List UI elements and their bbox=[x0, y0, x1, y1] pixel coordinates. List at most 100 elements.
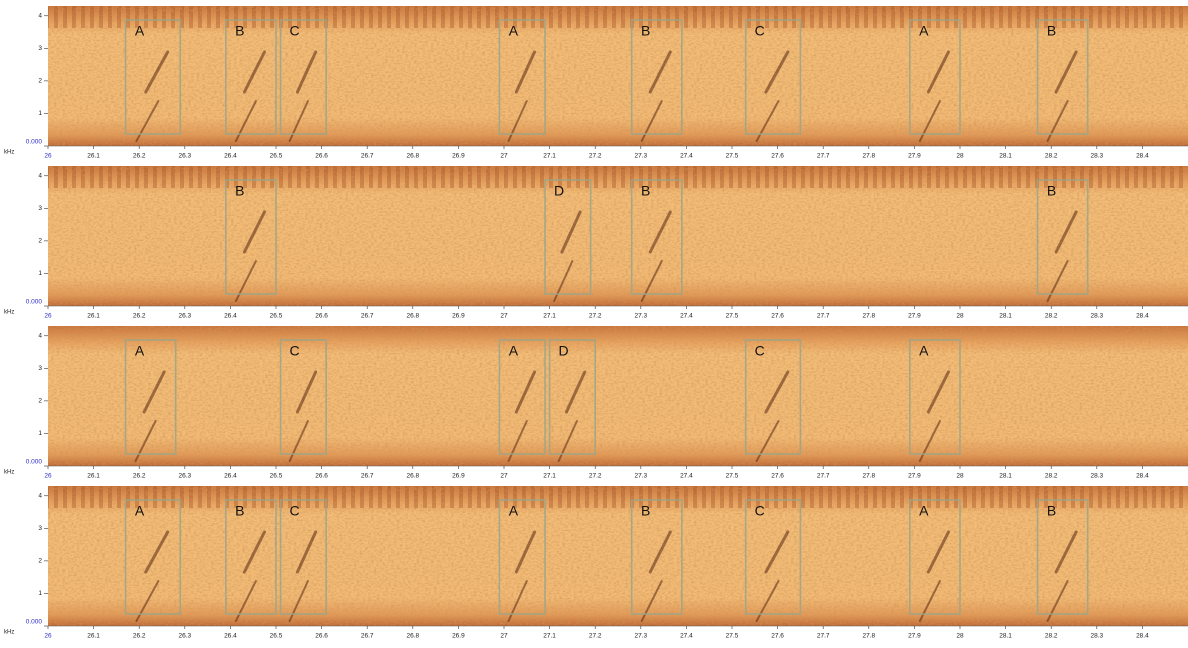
y-tick-label: 1 bbox=[38, 270, 42, 277]
segment-box bbox=[909, 19, 961, 135]
x-tick-label: 28.4 bbox=[1136, 153, 1149, 160]
x-tick-label: 27.6 bbox=[771, 633, 784, 640]
call-trace bbox=[295, 370, 318, 414]
y-tick-label: 0.000 bbox=[26, 459, 43, 466]
x-tick-label: 26.8 bbox=[406, 633, 419, 640]
x-tick-label: 26.3 bbox=[178, 153, 191, 160]
segment-label: A bbox=[509, 23, 519, 39]
segment-label: B bbox=[641, 503, 650, 519]
x-tick-label: 28.2 bbox=[1045, 473, 1058, 480]
x-tick-label: 28.1 bbox=[999, 153, 1012, 160]
segment-label: C bbox=[755, 343, 765, 359]
y-axis-label: kHz bbox=[4, 150, 14, 156]
spectrogram-noise bbox=[48, 166, 1188, 306]
x-tick-label: 27.3 bbox=[634, 153, 647, 160]
x-tick-label: 26.1 bbox=[87, 153, 100, 160]
x-tick-label: 26.6 bbox=[315, 313, 328, 320]
segment-box bbox=[544, 179, 592, 295]
x-tick-label: 27.9 bbox=[908, 153, 921, 160]
x-tick-label: 27.8 bbox=[862, 473, 875, 480]
x-tick-label: 28.3 bbox=[1090, 473, 1103, 480]
call-trace bbox=[648, 210, 672, 254]
x-tick-label: 27.8 bbox=[862, 633, 875, 640]
y-tick-label: 2 bbox=[38, 398, 42, 405]
x-tick-label: 26.9 bbox=[452, 473, 465, 480]
segment-label: D bbox=[559, 343, 569, 359]
segment-box bbox=[630, 19, 683, 135]
call-trace bbox=[764, 50, 790, 94]
x-tick-label: 26.3 bbox=[178, 313, 191, 320]
y-tick-label: 3 bbox=[38, 365, 42, 372]
segment-label: A bbox=[919, 503, 929, 519]
x-tick-label: 27.7 bbox=[817, 153, 830, 160]
y-tick-label: 1 bbox=[38, 430, 42, 437]
segment-label: C bbox=[755, 503, 765, 519]
x-tick-label: 26.2 bbox=[133, 633, 146, 640]
x-tick-label: 27.2 bbox=[589, 313, 602, 320]
x-tick-label: 27.7 bbox=[817, 633, 830, 640]
x-tick-label: 26.1 bbox=[87, 473, 100, 480]
x-tick-label: 26.2 bbox=[133, 313, 146, 320]
segment-box bbox=[279, 19, 327, 135]
x-tick-label: 28.1 bbox=[999, 313, 1012, 320]
x-tick-label: 28.4 bbox=[1136, 473, 1149, 480]
y-tick-label: 0.000 bbox=[26, 619, 43, 626]
segment-box bbox=[225, 499, 277, 615]
x-tick-label: 28 bbox=[956, 473, 964, 480]
segment-box bbox=[630, 499, 683, 615]
spectrogram-panel bbox=[48, 166, 1188, 306]
call-trace bbox=[514, 530, 537, 574]
segment-label: B bbox=[1047, 503, 1056, 519]
call-trace bbox=[764, 370, 790, 414]
call-trace bbox=[764, 530, 790, 574]
y-tick-label: 3 bbox=[38, 205, 42, 212]
y-tick-label: 0.000 bbox=[26, 299, 43, 306]
x-tick-label: 27.3 bbox=[634, 473, 647, 480]
segment-box bbox=[279, 339, 327, 455]
x-tick-label: 26 bbox=[44, 473, 52, 480]
x-tick-label: 26.7 bbox=[361, 633, 374, 640]
spectrogram-noise bbox=[48, 6, 1188, 146]
x-tick-label: 26.6 bbox=[315, 153, 328, 160]
call-trace bbox=[648, 50, 672, 94]
x-tick-label: 26.9 bbox=[452, 633, 465, 640]
x-tick-label: 27.6 bbox=[771, 313, 784, 320]
segment-label: A bbox=[919, 343, 929, 359]
segment-box bbox=[498, 339, 546, 455]
segment-box bbox=[909, 499, 961, 615]
call-trace bbox=[144, 530, 170, 574]
x-tick-label: 28.3 bbox=[1090, 313, 1103, 320]
x-tick-label: 26.8 bbox=[406, 473, 419, 480]
x-tick-label: 27.4 bbox=[680, 633, 693, 640]
segment-label: A bbox=[919, 23, 929, 39]
y-tick-label: 4 bbox=[38, 12, 42, 19]
x-tick-label: 27.4 bbox=[680, 473, 693, 480]
call-trace bbox=[142, 370, 166, 414]
x-tick-label: 28.3 bbox=[1090, 153, 1103, 160]
call-trace bbox=[926, 50, 950, 94]
call-trace bbox=[242, 530, 266, 574]
x-tick-label: 26.4 bbox=[224, 473, 237, 480]
x-tick-label: 28 bbox=[956, 633, 964, 640]
segment-label: C bbox=[289, 23, 299, 39]
x-tick-label: 26.1 bbox=[87, 313, 100, 320]
segment-label: B bbox=[1047, 183, 1056, 199]
x-tick-label: 28.2 bbox=[1045, 633, 1058, 640]
x-tick-label: 26.3 bbox=[178, 633, 191, 640]
x-tick-label: 27.3 bbox=[634, 313, 647, 320]
x-tick-label: 27.4 bbox=[680, 313, 693, 320]
segment-label: B bbox=[235, 183, 244, 199]
segment-box bbox=[124, 499, 182, 615]
segment-label: A bbox=[509, 503, 519, 519]
x-tick-label: 27 bbox=[500, 153, 508, 160]
x-tick-label: 26.7 bbox=[361, 473, 374, 480]
segment-label: B bbox=[235, 503, 244, 519]
x-tick-label: 27.2 bbox=[589, 153, 602, 160]
x-tick-label: 26.9 bbox=[452, 313, 465, 320]
segment-box bbox=[548, 339, 596, 455]
spectrogram-panel bbox=[48, 486, 1188, 626]
x-tick-label: 26.1 bbox=[87, 633, 100, 640]
call-trace bbox=[1054, 210, 1078, 254]
segment-box bbox=[1036, 19, 1089, 135]
